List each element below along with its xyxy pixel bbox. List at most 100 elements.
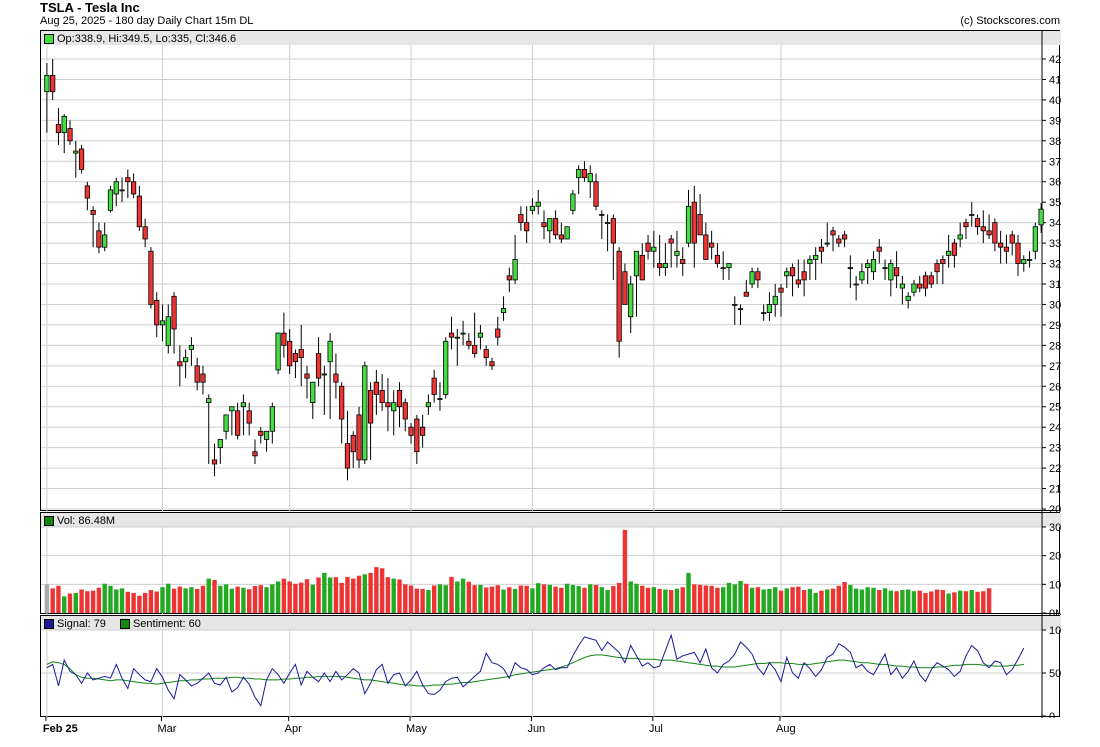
- candle-body: [969, 214, 975, 216]
- volume-bar: [281, 578, 287, 613]
- y-tick-label: 230: [1049, 443, 1061, 455]
- candle-body: [685, 205, 692, 244]
- candle-body: [142, 226, 148, 240]
- candle-body: [125, 177, 131, 183]
- volume-bar: [715, 587, 720, 613]
- y-tick-label: 370: [1049, 156, 1061, 168]
- volume-bar: [50, 588, 55, 613]
- candle-body: [55, 124, 62, 134]
- volume-bar: [680, 587, 685, 613]
- candle-body: [778, 287, 784, 293]
- candle-body: [119, 189, 125, 192]
- volume-bar: [853, 588, 859, 613]
- volume-bar: [200, 585, 206, 613]
- volume-bar: [166, 583, 171, 613]
- volume-bar: [443, 585, 448, 613]
- volume-bar: [640, 585, 645, 613]
- volume-bar: [917, 590, 922, 613]
- candle-body: [928, 275, 934, 285]
- volume-bar: [293, 583, 298, 613]
- candle-body: [402, 402, 408, 420]
- candle-body: [281, 332, 287, 346]
- volume-bar: [362, 574, 368, 613]
- volume-bar: [530, 588, 535, 613]
- volume-bar: [455, 581, 460, 613]
- x-tick-label: May: [406, 723, 427, 735]
- y-tick-label: 50: [1049, 668, 1061, 680]
- y-tick-label: 220: [1049, 463, 1061, 475]
- volume-bar: [223, 584, 229, 613]
- volume-bar: [819, 590, 824, 613]
- volume-bar: [628, 581, 633, 613]
- volume-bar: [264, 587, 269, 613]
- volume-bar: [963, 591, 969, 613]
- candle-body: [662, 263, 668, 269]
- volume-bar: [460, 578, 466, 613]
- candle-body: [194, 365, 200, 383]
- candle-body: [841, 234, 848, 240]
- volume-bar: [142, 592, 148, 613]
- volume-bar: [316, 577, 321, 613]
- price-legend-band: [41, 31, 1061, 45]
- y-tick-label: 330: [1049, 238, 1061, 250]
- y-tick-label: 240: [1049, 422, 1061, 434]
- volume-bar: [62, 596, 67, 613]
- candle-body: [356, 414, 362, 461]
- candle-body: [148, 250, 154, 305]
- candle-body: [628, 283, 634, 318]
- volume-bar: [512, 588, 518, 613]
- volume-bar: [495, 585, 500, 613]
- candle-body: [472, 344, 478, 354]
- candle-body: [726, 263, 732, 269]
- volume-bar: [842, 582, 847, 613]
- volume-bar: [536, 583, 541, 613]
- candle-body: [292, 353, 299, 363]
- candle-body: [240, 402, 247, 408]
- indicator-chart: 100 50 0: [41, 616, 1061, 718]
- volume-bar: [102, 583, 107, 613]
- candle-body: [761, 312, 767, 315]
- candle-body: [813, 254, 819, 260]
- volume-bar: [403, 584, 408, 613]
- volume-bar: [882, 588, 888, 613]
- candle-body: [807, 259, 813, 264]
- volume-bar: [518, 585, 524, 613]
- candle-body: [801, 271, 807, 281]
- volume-bar: [900, 590, 905, 613]
- volume-bar: [374, 567, 379, 613]
- y-tick-label: 250: [1049, 402, 1061, 414]
- volume-bar: [351, 578, 356, 613]
- candle-body: [327, 340, 333, 363]
- candle-body: [217, 439, 223, 449]
- candle-body: [657, 263, 663, 269]
- candle-body: [743, 291, 749, 297]
- candle-body: [506, 275, 512, 281]
- volume-bar: [801, 590, 807, 613]
- candle-body: [581, 169, 588, 179]
- candle-body: [824, 242, 830, 245]
- y-tick-label: 300: [1049, 299, 1061, 311]
- volume-bar: [755, 587, 761, 613]
- y-tick-label: 200: [1049, 504, 1061, 512]
- volume-bar: [582, 587, 587, 613]
- candle-body: [703, 234, 709, 260]
- candle-body: [772, 295, 778, 305]
- candle-body: [639, 254, 645, 281]
- candle-body: [604, 222, 611, 225]
- candle-body: [437, 398, 443, 400]
- candle-body: [466, 340, 472, 346]
- candle-body: [304, 373, 310, 379]
- candle-body: [870, 259, 877, 273]
- candle-body: [84, 185, 90, 199]
- volume-bar: [414, 588, 420, 613]
- candle-body: [749, 271, 755, 285]
- volume-bar: [426, 590, 431, 613]
- volume-bar: [258, 585, 263, 613]
- candle-body: [674, 250, 680, 256]
- volume-bar: [287, 581, 292, 613]
- volume-bar: [929, 591, 934, 613]
- candle-body: [333, 373, 339, 383]
- chart-subtitle: Aug 25, 2025 - 180 day Daily Chart 15m D…: [40, 15, 254, 27]
